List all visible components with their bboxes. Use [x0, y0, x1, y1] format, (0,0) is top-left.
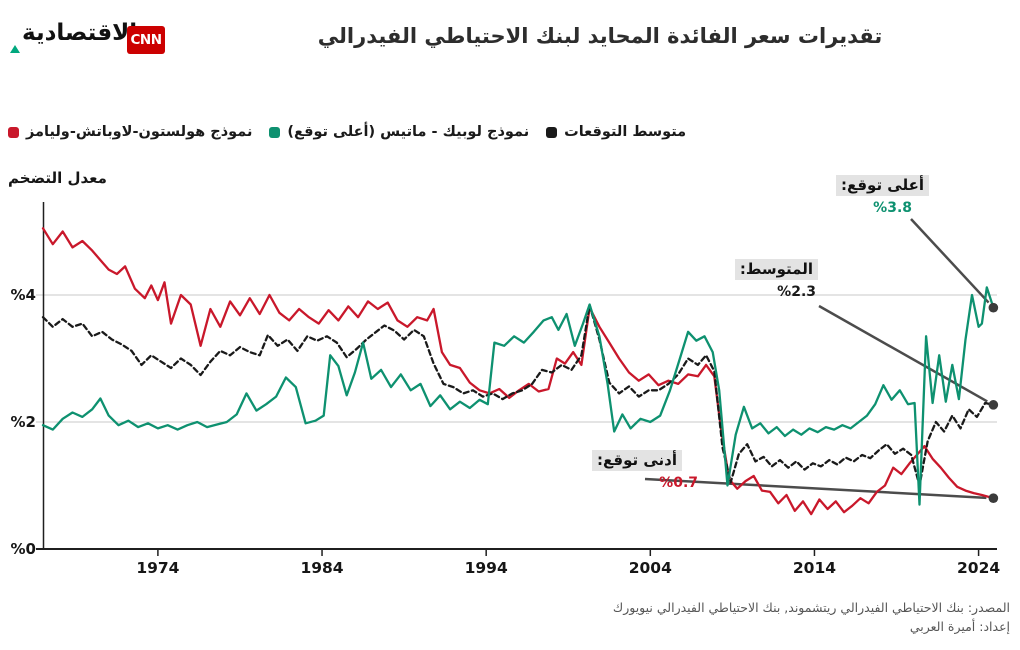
annotation-lowest-forecast: أدنى توقع: %0.7 — [592, 450, 698, 491]
logo-wordmark: الاقتصادية — [22, 20, 138, 46]
annotation-value: %2.3 — [777, 284, 816, 300]
page-title: تقديرات سعر الفائدة المحايد لبنك الاحتيا… — [317, 24, 883, 48]
black-swatch-icon — [546, 126, 558, 138]
annotation-average: المتوسط: %2.3 — [734, 259, 818, 300]
svg-text:1994: 1994 — [465, 559, 508, 577]
svg-text:%0: %0 — [11, 540, 36, 558]
series-endpoint-dot — [988, 493, 999, 504]
legend-label: نموذج هولستون-لاوباتش-وليامز — [26, 124, 253, 140]
series-endpoint-dot — [988, 400, 999, 410]
annotation-label: أعلى توقع: — [835, 175, 929, 196]
svg-text:1974: 1974 — [136, 559, 179, 577]
svg-text:2014: 2014 — [793, 559, 836, 577]
annotation-highest-forecast: أعلى توقع: %3.8 — [835, 175, 929, 216]
credit-line: إعداد: أميرة العربي — [909, 618, 1010, 634]
series-endpoint-dot — [988, 302, 999, 313]
source-line: المصدر: بنك الاحتياطي الفيدرالي ريتشموند… — [612, 600, 1010, 615]
svg-text:2024: 2024 — [957, 559, 1000, 577]
annotation-value: %0.7 — [659, 475, 698, 491]
series-line — [41, 227, 995, 516]
legend-item-holston-laubach-williams: نموذج هولستون-لاوباتش-وليامز — [8, 124, 252, 140]
logo-triangle-icon — [10, 45, 20, 53]
svg-text:%4: %4 — [11, 286, 36, 304]
red-swatch-icon — [8, 126, 19, 138]
svg-text:1984: 1984 — [300, 559, 343, 577]
source-credit-block: المصدر: بنك الاحتياطي الفيدرالي ريتشموند… — [613, 599, 1010, 637]
chart-legend: نموذج هولستون-لاوباتش-وليامز نموذج لوبيك… — [8, 124, 686, 140]
annotation-label: المتوسط: — [734, 259, 818, 280]
legend-label: نموذج لوبيك - ماتيس (أعلى توقع) — [287, 124, 530, 140]
svg-text:2004: 2004 — [629, 559, 672, 577]
svg-text:%2: %2 — [11, 413, 36, 431]
legend-label: متوسط التوقعات — [564, 124, 687, 140]
annotation-label: أدنى توقع: — [592, 450, 682, 471]
legend-item-lubik-matthes: نموذج لوبيك - ماتيس (أعلى توقع) — [269, 124, 529, 140]
series-line — [41, 286, 995, 506]
y-axis-title: معدل التضخم — [8, 169, 107, 187]
legend-item-average-forecast: متوسط التوقعات — [546, 124, 686, 140]
series-line — [41, 304, 995, 487]
annotation-value: %3.8 — [873, 200, 912, 216]
cnn-logo: CNN — [127, 26, 165, 54]
green-swatch-icon — [269, 126, 281, 138]
